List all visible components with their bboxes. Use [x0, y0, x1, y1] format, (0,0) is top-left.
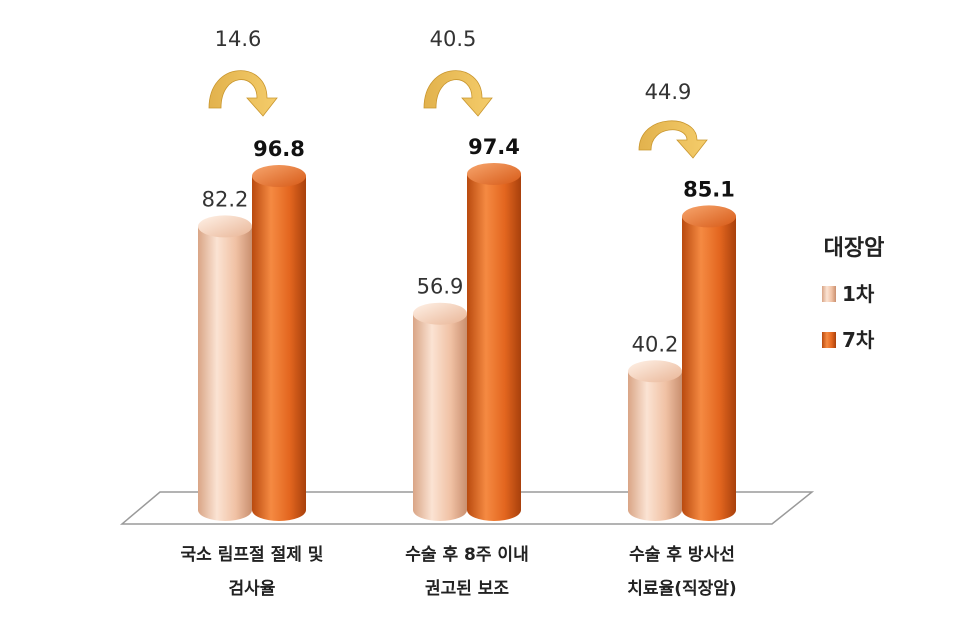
bar-s1-c1: [198, 215, 252, 521]
change-arrow-shape-3: [638, 120, 708, 159]
data-label-s1-c3: 40.2: [632, 332, 679, 356]
data-label-s1-c2: 56.9: [417, 275, 464, 299]
bar-s2-c2-body: [467, 173, 521, 521]
category-label-2-line-1: 수술 후 8주 이내: [405, 544, 528, 565]
bar-s2-c3: [682, 205, 736, 521]
change-arrow-shape-2: [423, 70, 493, 117]
change-arrow-2: [423, 70, 493, 117]
legend-swatch-1: [822, 286, 836, 302]
bar-s1-c2-top: [413, 302, 467, 325]
change-arrow-3: [638, 120, 708, 159]
change-label-2: 40.5: [430, 27, 477, 51]
legend: 대장암 1차 7차: [822, 236, 884, 352]
data-label-s2-c2: 97.4: [468, 135, 520, 159]
legend-swatch-2: [822, 332, 836, 348]
legend-label-2: 7차: [842, 328, 875, 352]
category-label-1-line-1: 국소 림프절 절제 및: [181, 544, 324, 565]
category-label-3-line-2: 치료율(직장암): [627, 579, 736, 599]
category-label-2-line-2: 권고된 보조: [425, 579, 509, 599]
data-label-s2-c3: 85.1: [683, 177, 735, 201]
change-label-3: 44.9: [645, 80, 692, 104]
bar-s2-c1-body: [252, 176, 306, 522]
bar-s1-c1-body: [198, 226, 252, 521]
category-label-1-line-2: 검사율: [229, 579, 276, 599]
bar-s1-c3: [628, 360, 682, 521]
bar-s2-c2: [467, 162, 521, 521]
bar-s1-c2-body: [413, 313, 467, 521]
change-label-1: 14.6: [215, 27, 262, 51]
change-arrow-shape-1: [208, 70, 278, 117]
bar-s2-c1-top: [252, 165, 306, 188]
legend-label-1: 1차: [842, 282, 875, 306]
category-label-3-line-1: 수술 후 방사선: [629, 544, 735, 565]
bar-s1-c2: [413, 302, 467, 521]
bar-s2-c3-top: [682, 205, 736, 228]
data-label-s1-c1: 82.2: [202, 187, 249, 211]
data-label-s2-c1: 96.8: [253, 137, 305, 161]
bar-s2-c2-top: [467, 162, 521, 185]
bar-s1-c3-body: [628, 371, 682, 521]
change-arrow-1: [208, 70, 278, 117]
legend-title: 대장암: [824, 236, 885, 261]
bar-s2-c1: [252, 165, 306, 522]
bar-s1-c1-top: [198, 215, 252, 238]
bar-s2-c3-body: [682, 216, 736, 521]
bar-s1-c3-top: [628, 360, 682, 383]
